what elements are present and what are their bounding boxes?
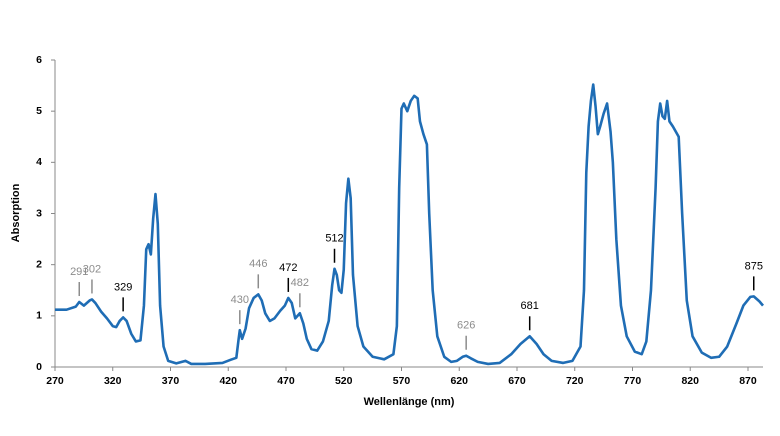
x-tick-label: 370	[162, 375, 180, 387]
x-tick-label: 520	[335, 375, 353, 387]
annotation-label: 512	[325, 233, 343, 245]
x-tick-label: 270	[46, 375, 64, 387]
y-tick-label: 0	[36, 361, 42, 373]
y-axis-label: Absorption	[10, 183, 22, 242]
spectrum-line	[55, 83, 764, 366]
x-axis-label: Wellenlänge (nm)	[364, 396, 455, 408]
annotation-label: 681	[521, 300, 539, 312]
y-tick-label: 3	[36, 207, 42, 219]
y-tick-label: 4	[36, 156, 42, 168]
y-tick-label: 6	[36, 54, 42, 66]
x-tick-label: 820	[681, 375, 699, 387]
annotation-label: 430	[231, 294, 249, 306]
y-tick-label: 2	[36, 258, 42, 270]
annotation-label: 302	[83, 263, 101, 275]
x-tick-label: 620	[450, 375, 468, 387]
annotation-label: 446	[249, 258, 267, 270]
annotation-label: 875	[745, 260, 763, 272]
x-tick-label: 720	[566, 375, 584, 387]
x-tick-label: 870	[739, 375, 757, 387]
y-tick-label: 5	[36, 105, 42, 117]
annotation-label: 482	[291, 277, 309, 289]
x-tick-label: 570	[393, 375, 411, 387]
x-tick-label: 420	[219, 375, 237, 387]
annotation-label: 472	[279, 262, 297, 274]
annotation-label: 626	[457, 320, 475, 332]
annotation-label: 329	[114, 281, 132, 293]
annotation-label: 291	[70, 266, 88, 278]
x-tick-label: 320	[104, 375, 122, 387]
x-tick-label: 770	[624, 375, 642, 387]
x-tick-label: 670	[508, 375, 526, 387]
x-tick-label: 470	[277, 375, 295, 387]
y-tick-label: 1	[36, 310, 42, 322]
